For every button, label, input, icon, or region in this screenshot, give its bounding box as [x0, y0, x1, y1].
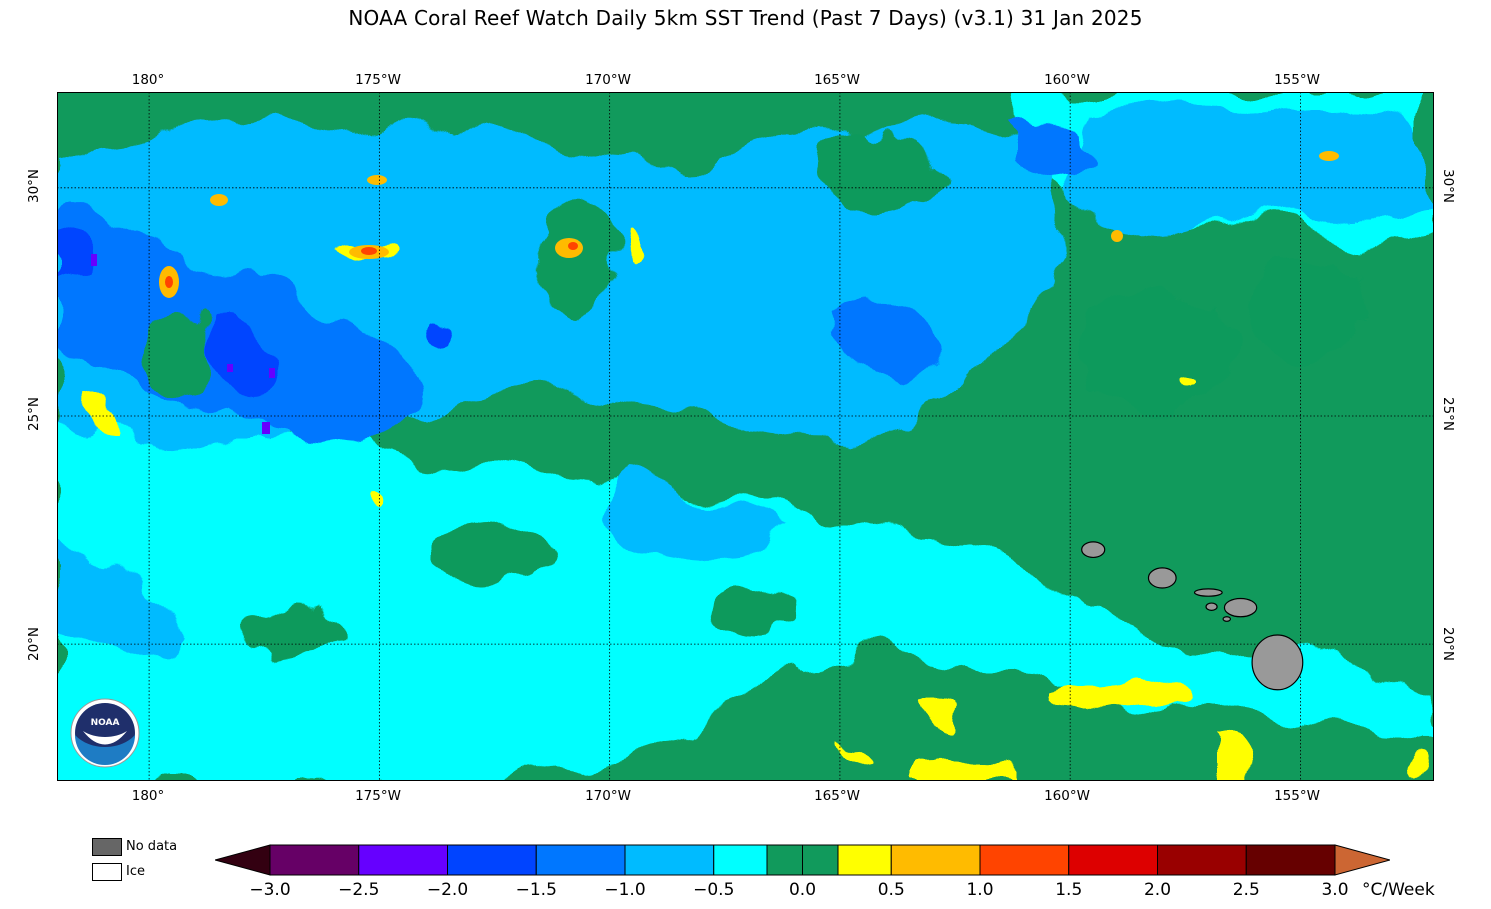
lon-label-top-175w: 175°W [355, 72, 401, 88]
colorbar-segment [447, 844, 537, 876]
map-title: NOAA Coral Reef Watch Daily 5km SST Tren… [348, 6, 1143, 30]
cooling-region-very-strong [57, 232, 454, 396]
lon-label-top-160w: 160°W [1044, 72, 1090, 88]
colorbar-tick-label: −2.5 [338, 880, 380, 900]
colorbar-over-arrow [1334, 844, 1390, 876]
map-frame [57, 92, 1434, 781]
colorbar-segment [358, 844, 448, 876]
colorbar-tick-label: 1.0 [966, 880, 994, 900]
colorbar-tick-label: −1.0 [604, 880, 646, 900]
island-kahoolawe [1222, 616, 1232, 622]
island-molokai [1193, 588, 1223, 597]
colorbar-tick-label: −1.5 [515, 880, 557, 900]
ice-swatch [92, 863, 122, 881]
colorbar-segment [766, 844, 803, 876]
lon-label-top-180: 180° [131, 72, 165, 88]
no-data-label: No data [126, 839, 178, 854]
colorbar-tick-label: 0.5 [877, 880, 905, 900]
colorbar-tick-label: −3.0 [249, 880, 291, 900]
colorbar-tick-label: −2.0 [426, 880, 469, 900]
island-oahu [1147, 567, 1177, 589]
colorbar-segment [713, 844, 768, 876]
colorbar-segment [269, 844, 360, 876]
lon-label-bottom-170w: 170°W [585, 788, 631, 804]
island-kauai [1081, 541, 1106, 559]
hawaiian-islands [1081, 541, 1304, 691]
lat-label-left-20n: 20°N [26, 626, 42, 662]
lat-label-left-25n: 25°N [26, 396, 42, 432]
lon-label-top-165w: 165°W [814, 72, 860, 88]
no-data-swatch [92, 838, 122, 856]
colorbar-units: °C/Week [1362, 880, 1435, 900]
neutral-patches [147, 132, 1367, 657]
colorbar [215, 844, 1390, 876]
lon-label-bottom-175w: 175°W [355, 788, 401, 804]
lat-label-right-30n: 30°N [1440, 168, 1456, 204]
colorbar-segment [1068, 844, 1158, 876]
lon-label-bottom-155w: 155°W [1274, 788, 1320, 804]
lat-label-right-25n: 25°N [1440, 396, 1456, 432]
colorbar-segment [890, 844, 981, 876]
island-maui [1223, 597, 1258, 618]
colorbar-tick-label: 0.0 [788, 880, 817, 900]
colorbar-segment [1245, 844, 1336, 876]
lon-label-bottom-160w: 160°W [1044, 788, 1090, 804]
cooling-specks-extreme [91, 254, 275, 434]
warming-region-strong [165, 242, 578, 288]
lat-label-right-20n: 20°N [1440, 626, 1456, 662]
graticule [57, 92, 1434, 781]
colorbar-tick-label: −0.5 [693, 880, 735, 900]
colorbar-segment [979, 844, 1070, 876]
lon-label-bottom-180: 180° [131, 788, 165, 804]
lon-label-bottom-165w: 165°W [814, 788, 860, 804]
colorbar-segment [1157, 844, 1247, 876]
colorbar-tick-label: 3.0 [1321, 880, 1349, 900]
ice-label: Ice [126, 864, 145, 879]
colorbar-segment [802, 844, 839, 876]
island-lanai [1205, 602, 1218, 611]
noaa-logo: NOAA [70, 698, 140, 768]
island-hawaii [1251, 634, 1304, 691]
colorbar-tick-label: 2.5 [1232, 880, 1260, 900]
noaa-logo-text: NOAA [91, 718, 120, 728]
colorbar-segment [535, 844, 626, 876]
lon-label-top-170w: 170°W [585, 72, 631, 88]
lon-label-top-155w: 155°W [1274, 72, 1320, 88]
colorbar-under-arrow [215, 844, 271, 876]
sst-trend-map: NOAA [57, 92, 1434, 781]
colorbar-tick-label: 1.5 [1055, 880, 1083, 900]
lat-label-left-30n: 30°N [26, 168, 42, 204]
colorbar-tick-label: 2.0 [1143, 880, 1172, 900]
colorbar-segment [837, 844, 892, 876]
colorbar-segment [624, 844, 715, 876]
